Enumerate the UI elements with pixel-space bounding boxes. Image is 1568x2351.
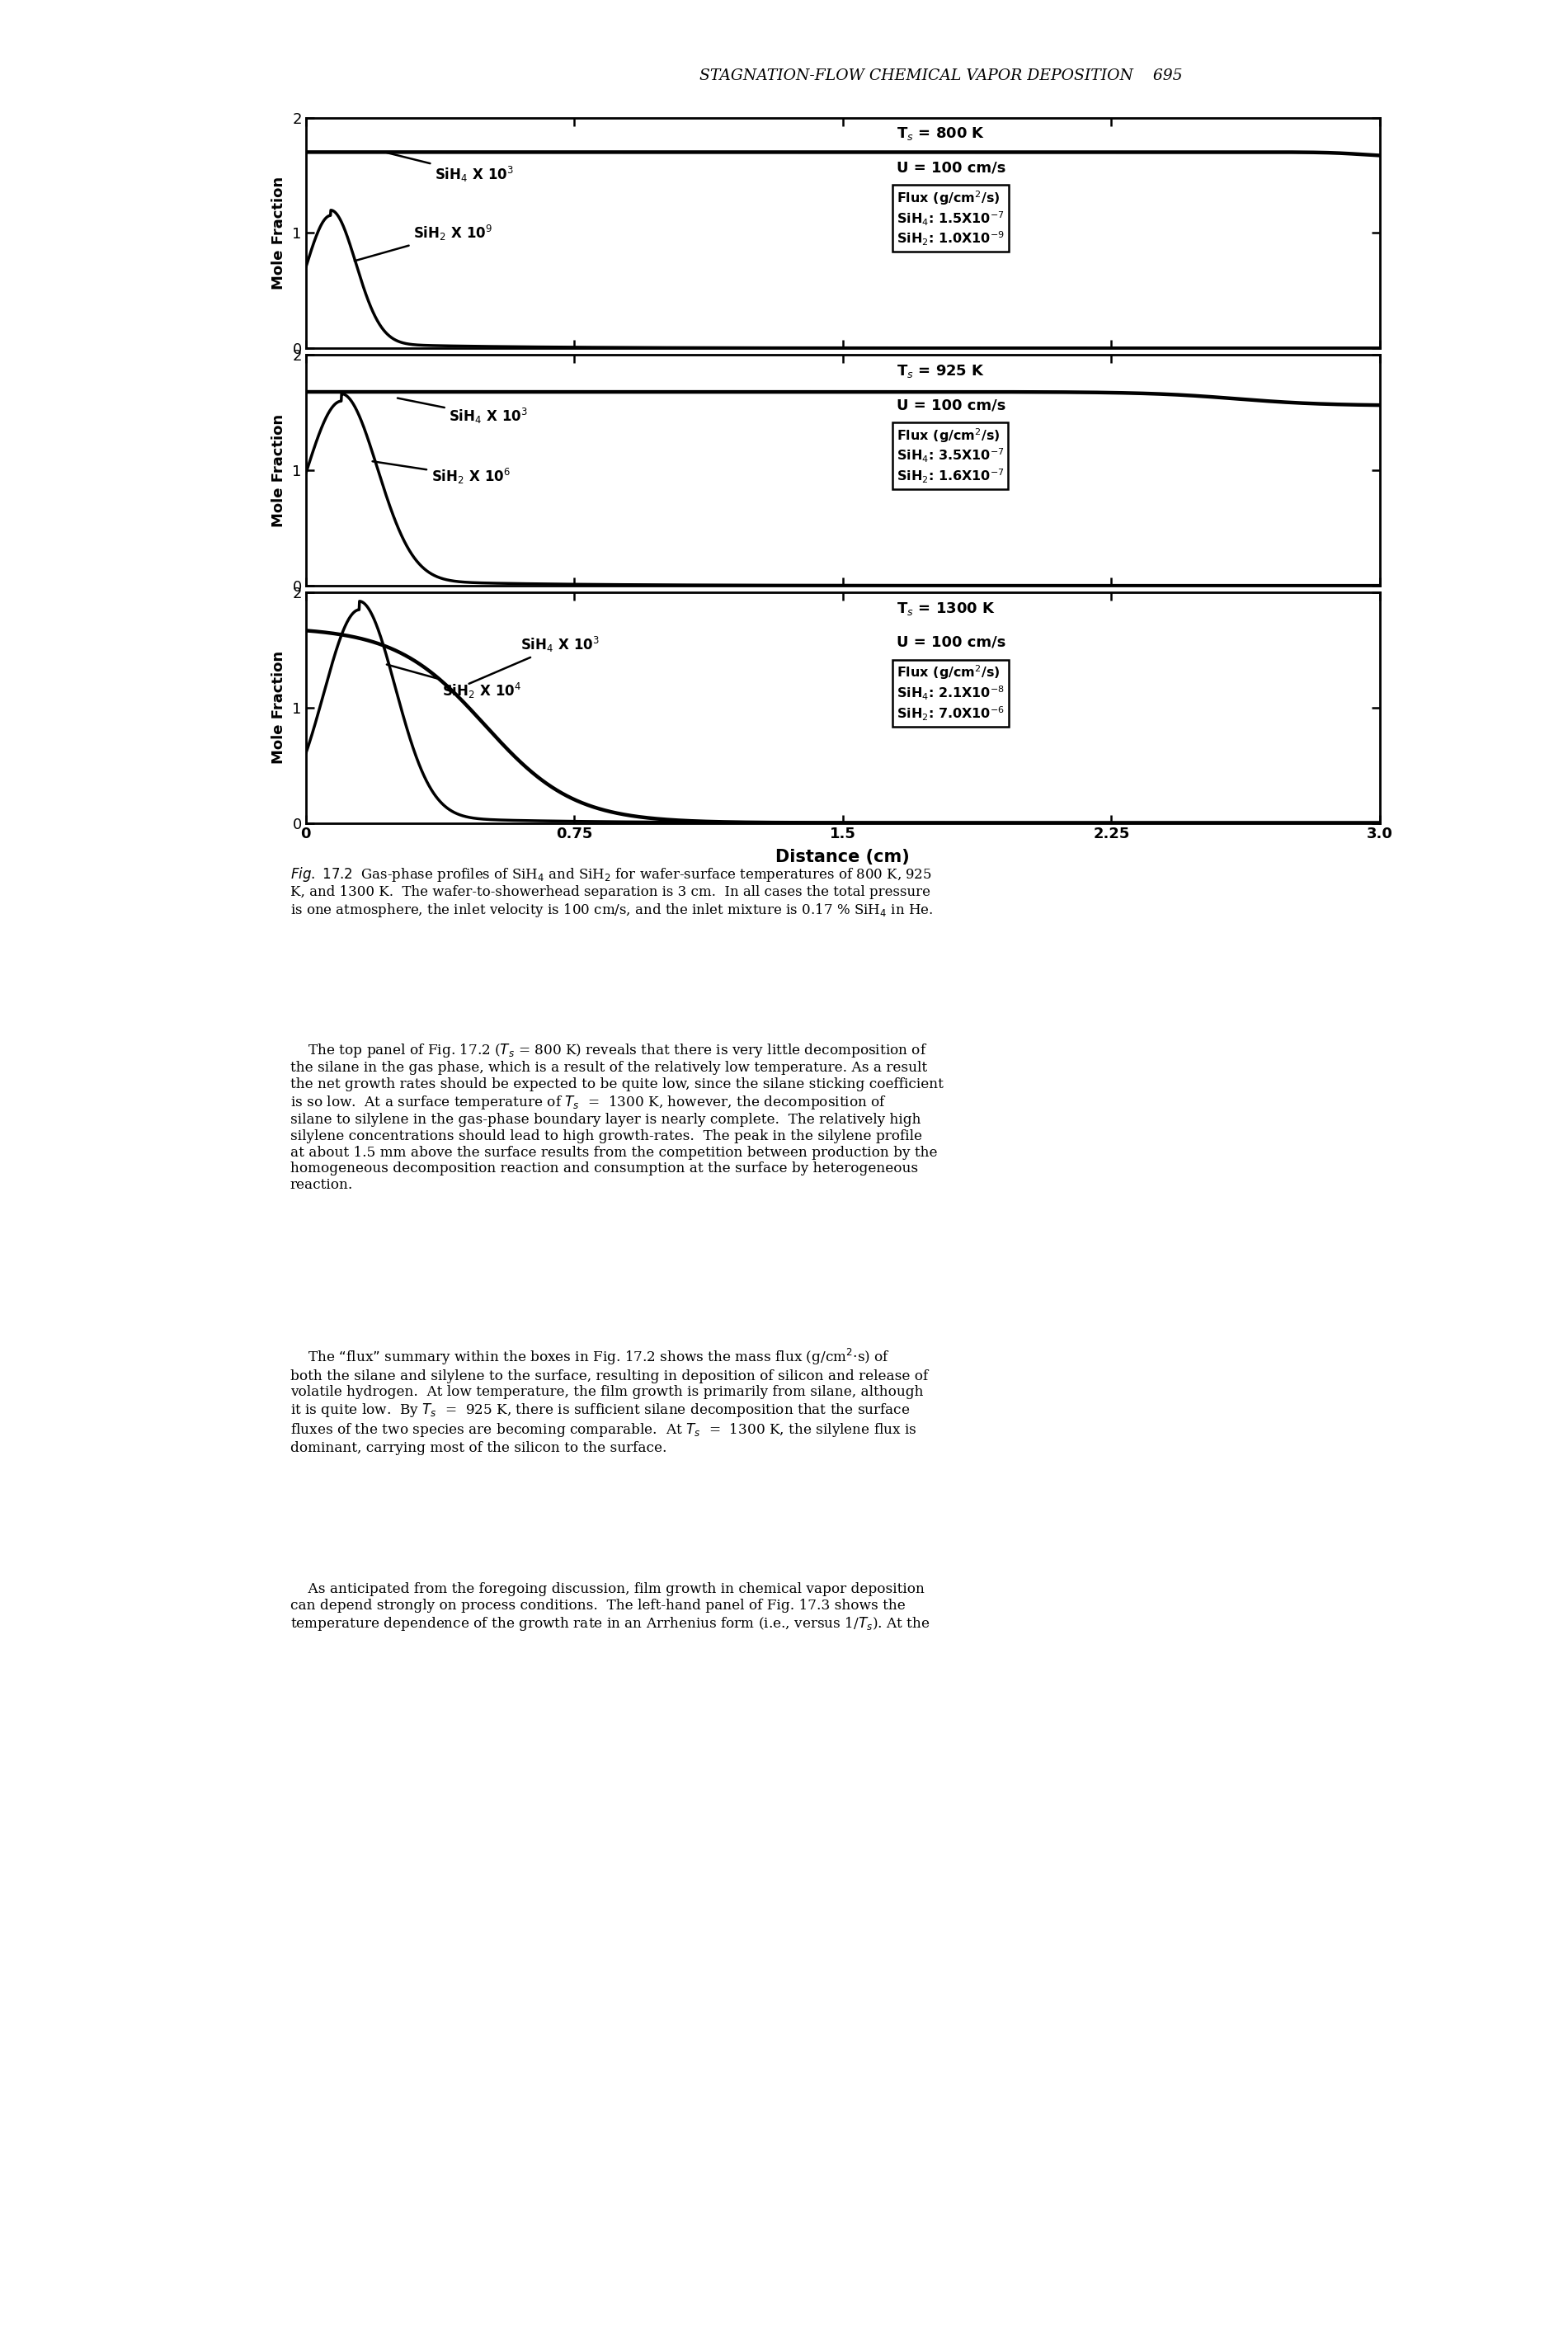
Text: T$_s$ = 925 K: T$_s$ = 925 K — [897, 362, 985, 379]
Text: SiH$_2$ X 10$^6$: SiH$_2$ X 10$^6$ — [373, 461, 510, 487]
Text: STAGNATION-FLOW CHEMICAL VAPOR DEPOSITION    695: STAGNATION-FLOW CHEMICAL VAPOR DEPOSITIO… — [699, 68, 1182, 82]
Text: T$_s$ = 800 K: T$_s$ = 800 K — [897, 125, 985, 141]
Text: U = 100 cm/s: U = 100 cm/s — [897, 397, 1005, 411]
Text: SiH$_2$ X 10$^9$: SiH$_2$ X 10$^9$ — [354, 223, 492, 261]
Text: $\it{Fig.\ 17.2}$  Gas-phase profiles of SiH$_4$ and SiH$_2$ for wafer-surface t: $\it{Fig.\ 17.2}$ Gas-phase profiles of … — [290, 865, 933, 919]
Text: The “flux” summary within the boxes in Fig. 17.2 shows the mass flux (g/cm$^2$·s: The “flux” summary within the boxes in F… — [290, 1347, 928, 1455]
Text: U = 100 cm/s: U = 100 cm/s — [897, 635, 1005, 649]
Text: T$_s$ = 1300 K: T$_s$ = 1300 K — [897, 600, 996, 616]
Text: SiH$_4$ X 10$^3$: SiH$_4$ X 10$^3$ — [398, 397, 528, 426]
Y-axis label: Mole Fraction: Mole Fraction — [271, 414, 287, 527]
Text: Flux (g/cm$^2$/s)
SiH$_4$: 2.1X10$^{-8}$
SiH$_2$: 7.0X10$^{-6}$: Flux (g/cm$^2$/s) SiH$_4$: 2.1X10$^{-8}$… — [897, 663, 1005, 722]
Text: SiH$_4$ X 10$^3$: SiH$_4$ X 10$^3$ — [469, 635, 599, 684]
Text: SiH$_4$ X 10$^3$: SiH$_4$ X 10$^3$ — [387, 153, 514, 183]
Text: U = 100 cm/s: U = 100 cm/s — [897, 160, 1005, 174]
Y-axis label: Mole Fraction: Mole Fraction — [271, 176, 287, 289]
Text: SiH$_2$ X 10$^4$: SiH$_2$ X 10$^4$ — [387, 665, 521, 701]
Y-axis label: Mole Fraction: Mole Fraction — [271, 651, 287, 764]
Text: The top panel of Fig. 17.2 ($T_s$ = 800 K) reveals that there is very little dec: The top panel of Fig. 17.2 ($T_s$ = 800 … — [290, 1041, 944, 1192]
Text: As anticipated from the foregoing discussion, film growth in chemical vapor depo: As anticipated from the foregoing discus… — [290, 1582, 930, 1632]
Text: Flux (g/cm$^2$/s)
SiH$_4$: 1.5X10$^{-7}$
SiH$_2$: 1.0X10$^{-9}$: Flux (g/cm$^2$/s) SiH$_4$: 1.5X10$^{-7}$… — [897, 188, 1005, 247]
Text: Flux (g/cm$^2$/s)
SiH$_4$: 3.5X10$^{-7}$
SiH$_2$: 1.6X10$^{-7}$: Flux (g/cm$^2$/s) SiH$_4$: 3.5X10$^{-7}$… — [897, 426, 1005, 484]
X-axis label: Distance (cm): Distance (cm) — [776, 849, 909, 865]
